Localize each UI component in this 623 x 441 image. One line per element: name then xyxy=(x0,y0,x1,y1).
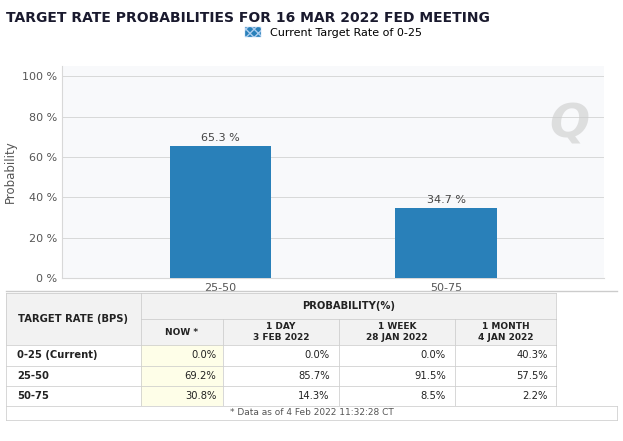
Text: 25-50: 25-50 xyxy=(17,370,49,381)
Text: Q: Q xyxy=(549,103,589,148)
Text: TARGET RATE (BPS): TARGET RATE (BPS) xyxy=(19,314,128,324)
Legend: Current Target Rate of 0-25: Current Target Rate of 0-25 xyxy=(245,27,422,38)
Y-axis label: Probability: Probability xyxy=(4,141,17,203)
Text: 2.2%: 2.2% xyxy=(522,391,548,401)
Text: 57.5%: 57.5% xyxy=(516,370,548,381)
Text: 0.0%: 0.0% xyxy=(421,351,445,360)
Text: 1 WEEK
28 JAN 2022: 1 WEEK 28 JAN 2022 xyxy=(366,322,428,342)
Text: 34.7 %: 34.7 % xyxy=(427,195,466,205)
Text: TARGET RATE PROBABILITIES FOR 16 MAR 2022 FED MEETING: TARGET RATE PROBABILITIES FOR 16 MAR 202… xyxy=(6,11,490,25)
Text: 30.8%: 30.8% xyxy=(185,391,216,401)
Text: NOW *: NOW * xyxy=(165,328,198,336)
Text: 1 MONTH
4 JAN 2022: 1 MONTH 4 JAN 2022 xyxy=(478,322,533,342)
Bar xyxy=(396,208,497,278)
Text: 50-75: 50-75 xyxy=(17,391,49,401)
Text: 1 DAY
3 FEB 2022: 1 DAY 3 FEB 2022 xyxy=(253,322,309,342)
Text: 8.5%: 8.5% xyxy=(421,391,445,401)
Text: 0.0%: 0.0% xyxy=(305,351,330,360)
Text: PROBABILITY(%): PROBABILITY(%) xyxy=(302,301,394,311)
Text: 69.2%: 69.2% xyxy=(184,370,216,381)
Text: * Data as of 4 Feb 2022 11:32:28 CT: * Data as of 4 Feb 2022 11:32:28 CT xyxy=(230,408,393,417)
Text: 65.3 %: 65.3 % xyxy=(201,133,240,143)
X-axis label: Target Rate (in bps): Target Rate (in bps) xyxy=(275,298,391,311)
Text: 0-25 (Current): 0-25 (Current) xyxy=(17,351,97,360)
Bar xyxy=(169,146,271,278)
Text: 0.0%: 0.0% xyxy=(191,351,216,360)
Text: 14.3%: 14.3% xyxy=(298,391,330,401)
Text: 40.3%: 40.3% xyxy=(516,351,548,360)
Text: 91.5%: 91.5% xyxy=(414,370,445,381)
Text: 85.7%: 85.7% xyxy=(298,370,330,381)
